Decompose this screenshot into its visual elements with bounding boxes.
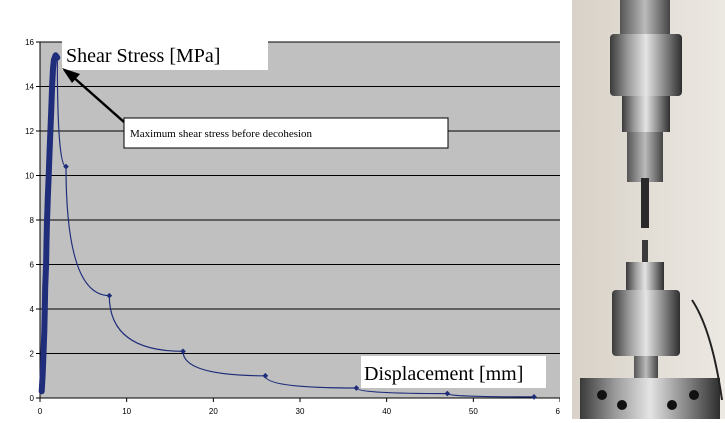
y-tick-label: 12 — [25, 127, 34, 136]
shear-stress-chart: 0 2 4 6 8 10 12 14 16 0 10 20 30 40 50 60 Shear Stress… — [25, 38, 560, 416]
x-tick-label: 10 — [122, 407, 131, 416]
photo-svg — [572, 0, 725, 419]
data-point — [531, 394, 537, 400]
series-group — [38, 52, 537, 400]
annotation-arrowhead — [62, 68, 80, 83]
tensile-test-fixture-photo — [572, 0, 725, 419]
y-tick-label: 10 — [25, 172, 34, 181]
data-point — [180, 348, 186, 355]
x-tick-label: 0 — [38, 407, 43, 416]
data-point — [262, 372, 269, 379]
annotation-box — [123, 117, 449, 149]
data-point — [106, 292, 113, 299]
y-tick-label: 0 — [30, 394, 35, 403]
x-tick-label: 20 — [209, 407, 218, 416]
annotation-arrow — [71, 75, 125, 123]
annotation-text: Maximum shear stress before decohesion — [130, 128, 313, 140]
y-tick-label: 6 — [30, 261, 35, 270]
x-tick-label: 40 — [382, 407, 391, 416]
y-tick-label: 4 — [30, 305, 35, 314]
x-tick-labels: 0 10 20 30 40 50 60 — [38, 407, 560, 416]
y-tick-label: 8 — [30, 216, 35, 225]
series-line — [56, 57, 535, 398]
x-axis-label: Displacement [mm] — [364, 363, 523, 385]
y-tick-label: 14 — [25, 83, 34, 92]
x-tick-label: 30 — [296, 407, 305, 416]
ylabel-box — [62, 38, 268, 70]
x-tick-label: 50 — [469, 407, 478, 416]
chart-svg: 0 2 4 6 8 10 12 14 16 0 10 20 30 40 50 60 Shear Stress… — [25, 38, 560, 416]
y-axis-label: Shear Stress [MPa] — [66, 45, 220, 67]
y-tick-labels: 0 2 4 6 8 10 12 14 16 — [25, 38, 34, 403]
y-tick-label: 2 — [30, 350, 35, 359]
x-tick-label: 60 — [556, 407, 560, 416]
y-tick-label: 16 — [25, 38, 34, 47]
xlabel-box — [361, 356, 546, 388]
axes — [36, 41, 560, 402]
data-point — [444, 390, 451, 397]
data-point — [353, 385, 360, 391]
